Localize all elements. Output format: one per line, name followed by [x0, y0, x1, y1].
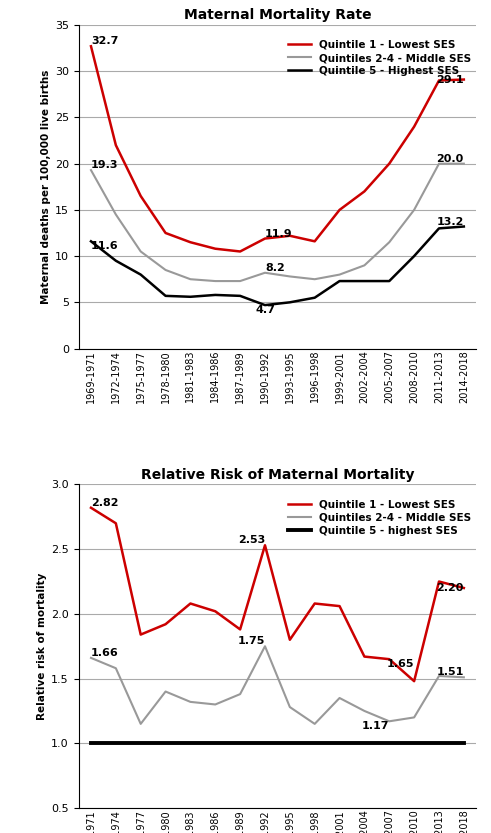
Y-axis label: Maternal deaths per 100,000 live births: Maternal deaths per 100,000 live births	[41, 70, 51, 304]
Text: 8.2: 8.2	[265, 262, 285, 272]
Text: 1.66: 1.66	[91, 648, 119, 658]
Text: 32.7: 32.7	[91, 37, 118, 47]
Text: 1.17: 1.17	[362, 721, 389, 731]
Text: 4.7: 4.7	[255, 305, 275, 315]
Text: 1.75: 1.75	[238, 636, 265, 646]
Text: 2.20: 2.20	[436, 583, 464, 593]
Text: 2.82: 2.82	[91, 498, 118, 508]
Text: 1.51: 1.51	[436, 667, 464, 677]
Text: 2.53: 2.53	[238, 536, 265, 546]
Y-axis label: Relative risk of mortality: Relative risk of mortality	[37, 572, 47, 720]
Title: Relative Risk of Maternal Mortality: Relative Risk of Maternal Mortality	[140, 468, 414, 482]
Text: 11.6: 11.6	[91, 242, 119, 252]
Text: 19.3: 19.3	[91, 160, 118, 170]
Title: Maternal Mortality Rate: Maternal Mortality Rate	[184, 8, 371, 22]
Text: 29.1: 29.1	[436, 74, 464, 84]
Legend: Quintile 1 - Lowest SES, Quintiles 2-4 - Middle SES, Quintile 5 - Highest SES: Quintile 1 - Lowest SES, Quintiles 2-4 -…	[288, 40, 471, 76]
Text: 11.9: 11.9	[265, 228, 293, 238]
Text: 1.65: 1.65	[386, 659, 414, 669]
Text: 13.2: 13.2	[436, 217, 464, 227]
Text: 20.0: 20.0	[436, 153, 464, 163]
Legend: Quintile 1 - Lowest SES, Quintiles 2-4 - Middle SES, Quintile 5 - highest SES: Quintile 1 - Lowest SES, Quintiles 2-4 -…	[288, 499, 471, 536]
